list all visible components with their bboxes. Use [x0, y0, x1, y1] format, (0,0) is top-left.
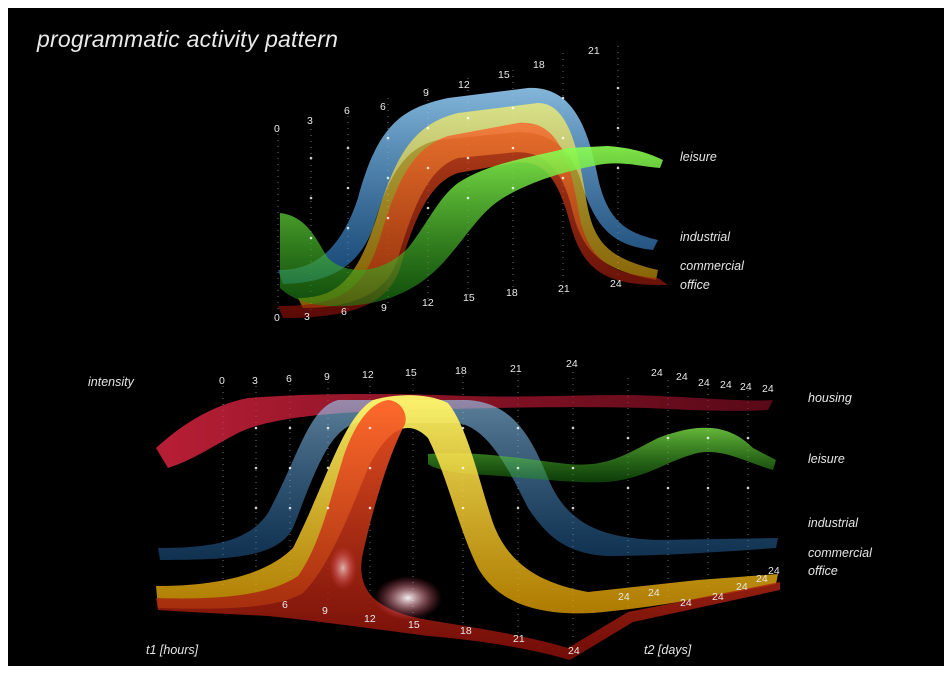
bottom-top-tick: 12: [362, 369, 374, 381]
bottom-grid-dots: [254, 426, 750, 510]
top-lower-tick: 18: [506, 287, 518, 299]
bottom-diagram: 0 3 6 9 12 15 18 21 24 24 24 24 24 24 24…: [156, 358, 780, 660]
housing-surface: [156, 393, 773, 468]
bottom-front-tick: 12: [364, 613, 376, 625]
bottom-day-tick: 24: [651, 367, 663, 379]
top-label-commercial: commercial: [680, 259, 744, 273]
bottom-label-office: office: [808, 564, 838, 578]
bottom-front-tick: 9: [322, 605, 328, 617]
bottom-label-leisure: leisure: [808, 452, 845, 466]
top-upper-tick: 21: [588, 45, 600, 57]
bottom-top-tick: 6: [286, 373, 292, 385]
bottom-front-tick: 24: [568, 645, 580, 657]
bottom-front-tick: 15: [408, 619, 420, 631]
axis-label-intensity: intensity: [88, 375, 134, 389]
bottom-front-tick: 21: [513, 633, 525, 645]
top-column-tick: 3: [307, 115, 313, 127]
bottom-top-tick: 0: [219, 375, 225, 387]
top-upper-tick: 6: [380, 101, 386, 113]
axis-label-t1: t1 [hours]: [146, 643, 199, 657]
axis-label-t2: t2 [days]: [644, 643, 692, 657]
top-upper-tick: 9: [423, 87, 429, 99]
leisure-surface: [428, 427, 776, 483]
bottom-top-tick: 3: [252, 375, 258, 387]
top-label-office: office: [680, 278, 710, 292]
bottom-top-tick: 24: [566, 358, 578, 370]
bottom-day-tick: 24: [762, 383, 774, 395]
bottom-right-tick: 24: [648, 587, 660, 599]
bottom-label-industrial: industrial: [808, 516, 859, 530]
top-lower-tick: 0: [274, 312, 280, 324]
bottom-day-tick: 24: [676, 371, 688, 383]
top-column-tick: 0: [274, 123, 280, 135]
bottom-top-tick: 21: [510, 363, 522, 375]
top-upper-tick: 12: [458, 79, 470, 91]
top-lower-tick: 12: [422, 297, 434, 309]
intensity-glow: [329, 546, 357, 590]
bottom-right-tick: 24: [618, 591, 630, 603]
top-diagram: 6 9 12 15 18 21 0 3 6 9 12 15 18 21 24 0…: [274, 45, 668, 324]
bottom-right-tick: 24: [680, 597, 692, 609]
bottom-day-tick: 24: [740, 381, 752, 393]
top-label-leisure: leisure: [680, 150, 717, 164]
top-leisure-surface: [280, 146, 663, 307]
top-lower-tick: 6: [341, 306, 347, 318]
office-surface: [156, 400, 780, 660]
diagram-panel: programmatic activity pattern: [8, 8, 944, 666]
top-lower-tick: 21: [558, 283, 570, 295]
bottom-right-tick: 24: [712, 591, 724, 603]
top-column-tick: 6: [344, 105, 350, 117]
industrial-surface: [158, 400, 778, 560]
top-upper-tick: 18: [533, 59, 545, 71]
top-lower-tick: 9: [381, 302, 387, 314]
bottom-day-tick: 24: [698, 377, 710, 389]
diagram-title: programmatic activity pattern: [37, 26, 339, 52]
bottom-top-tick: 9: [324, 371, 330, 383]
bottom-label-commercial: commercial: [808, 546, 872, 560]
bottom-right-tick: 24: [756, 573, 768, 585]
intensity-glow: [374, 576, 442, 620]
bottom-front-tick: 6: [282, 599, 288, 611]
bottom-top-tick: 18: [455, 365, 467, 377]
bottom-front-tick: 18: [460, 625, 472, 637]
top-upper-tick: 15: [498, 69, 510, 81]
bottom-right-tick: 24: [768, 565, 780, 577]
top-label-industrial: industrial: [680, 230, 731, 244]
top-lower-tick: 15: [463, 292, 475, 304]
activity-surfaces: 6 9 12 15 18 21 0 3 6 9 12 15 18 21 24 0…: [156, 45, 780, 660]
bottom-day-tick: 24: [720, 379, 732, 391]
bottom-right-tick: 24: [736, 581, 748, 593]
bottom-label-housing: housing: [808, 391, 852, 405]
top-grid-dots: [309, 86, 620, 240]
top-lower-tick: 3: [304, 311, 310, 323]
bottom-top-tick: 15: [405, 367, 417, 379]
top-lower-tick: 24: [610, 278, 622, 290]
